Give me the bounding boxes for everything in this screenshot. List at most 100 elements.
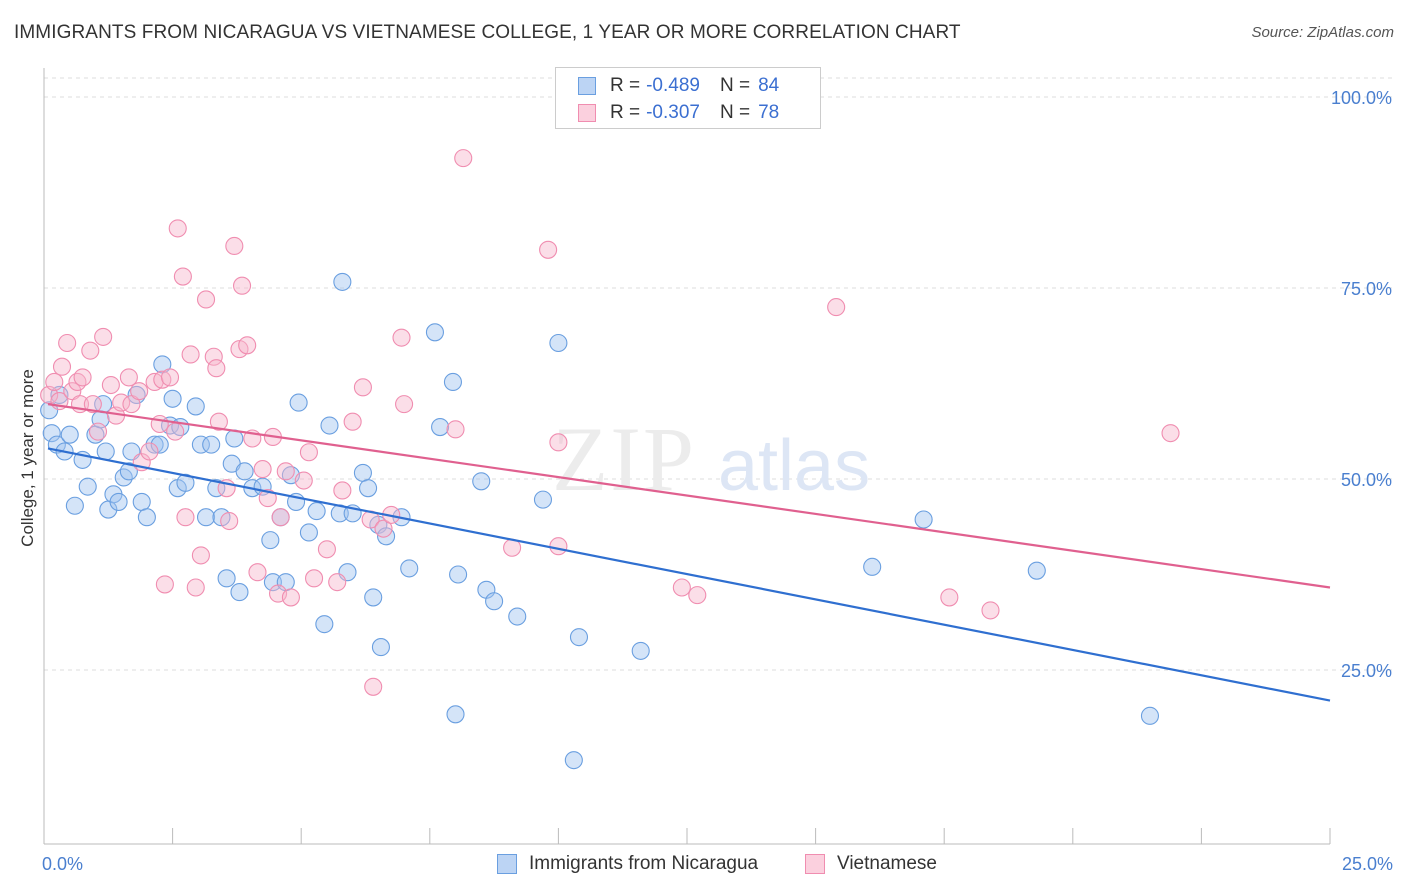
legend-swatch-pink: [578, 104, 596, 122]
axes: [43, 68, 1331, 845]
vietnamese-point: [343, 412, 362, 431]
vietnamese-point: [83, 395, 102, 414]
nicaragua-point: [65, 496, 84, 515]
nicaragua-point: [119, 462, 138, 481]
nicaragua-point: [431, 417, 450, 437]
vietnamese-point: [549, 537, 568, 556]
nicaragua-point: [320, 416, 339, 435]
nicaragua-point: [109, 492, 128, 511]
nicaragua-point: [217, 569, 236, 588]
vietnamese-point: [688, 586, 707, 605]
bottom-legend-swatch-blue: [497, 854, 517, 874]
vietnamese-point: [258, 489, 277, 508]
vietnamese-point: [52, 357, 72, 376]
vietnamese-point: [130, 382, 149, 401]
nicaragua-point: [485, 592, 504, 611]
y-axis-label: College, 1 year or more: [18, 369, 37, 547]
vietnamese-point: [204, 347, 223, 366]
legend-n-value: 84: [758, 75, 780, 96]
nicaragua-point: [333, 272, 352, 291]
vietnamese-point: [101, 375, 120, 395]
y-tick-labels: 25.0% 50.0% 75.0% 100.0%: [1331, 88, 1392, 681]
nicaragua-point: [307, 502, 326, 521]
vietnamese-point: [271, 508, 290, 527]
vietnamese-point: [294, 471, 313, 490]
vietnamese-point: [88, 422, 108, 441]
bottom-legend-swatch-pink: [805, 854, 825, 874]
vietnamese-point: [119, 368, 138, 387]
vietnamese-point: [207, 359, 226, 378]
vietnamese-point: [827, 298, 846, 317]
vietnamese-point: [305, 569, 324, 588]
bottom-legend-vietnamese: Vietnamese: [805, 851, 937, 877]
nicaragua-point: [1140, 706, 1160, 725]
vietnamese-point: [160, 368, 180, 387]
trend-lines: [47, 403, 1331, 702]
nicaragua-point: [315, 615, 334, 634]
nicaragua-point: [191, 435, 210, 454]
nicaragua-point: [230, 583, 249, 602]
nicaragua-point: [263, 573, 282, 592]
vietnamese-point: [981, 601, 1000, 620]
vietnamese-point: [176, 508, 195, 527]
legend-n-label: N =: [719, 75, 751, 96]
vietnamese-point: [281, 588, 300, 607]
vietnamese-point: [150, 414, 169, 434]
nicaragua-point: [914, 510, 933, 529]
vietnamese-point: [940, 588, 959, 607]
vietnamese-point: [140, 442, 159, 461]
vietnamese-point: [58, 333, 77, 353]
vietnamese-trend-line: [47, 403, 1331, 589]
vietnamese-point: [446, 420, 465, 439]
nicaragua-point: [449, 565, 468, 584]
nicaragua-point: [150, 435, 169, 454]
nicaragua-point: [202, 435, 221, 454]
nicaragua-point: [353, 463, 372, 482]
vietnamese-point: [238, 336, 257, 355]
y-tick-label: 25.0%: [1341, 661, 1392, 681]
nicaragua-point: [235, 462, 254, 481]
x-tick-label: 25.0%: [1342, 854, 1393, 874]
nicaragua-point: [42, 424, 61, 443]
vietnamese-point: [181, 345, 200, 364]
nicaragua-point: [371, 638, 390, 657]
legend-r-value: -0.489: [646, 75, 700, 96]
vietnamese-point: [1161, 424, 1180, 443]
nicaragua-point: [564, 751, 583, 770]
vietnamese-point: [191, 546, 210, 565]
legend-n-label: N =: [719, 102, 751, 123]
y-tick-label: 75.0%: [1341, 279, 1392, 299]
legend-row-vietnamese: R = -0.307 N = 78: [578, 99, 779, 127]
nicaragua-point: [446, 705, 465, 724]
vietnamese-point: [328, 573, 347, 592]
vietnamese-point: [173, 267, 192, 286]
nicaragua-point: [443, 372, 462, 392]
vietnamese-point: [209, 412, 228, 431]
vietnamese-point: [155, 575, 174, 594]
legend-row-nicaragua: R = -0.489 N = 84: [578, 72, 779, 100]
nicaragua-point: [176, 473, 195, 492]
nicaragua-point: [186, 397, 205, 416]
vietnamese-point: [81, 341, 100, 360]
nicaragua-point: [425, 323, 444, 342]
x-tick-labels: 0.0% 25.0%: [42, 854, 1393, 874]
bottom-legend-label-nicaragua: Immigrants from Nicaragua: [529, 853, 759, 874]
legend-n-value: 78: [758, 102, 780, 123]
chart-title: IMMIGRANTS FROM NICARAGUA VS VIETNAMESE …: [14, 22, 961, 43]
watermark-atlas: atlas: [718, 426, 870, 506]
x-tick-label: 0.0%: [42, 854, 83, 874]
vietnamese-point: [196, 290, 216, 309]
vietnamese-point: [353, 378, 372, 397]
vietnamese-point: [672, 578, 691, 597]
vietnamese-point: [539, 240, 558, 259]
vietnamese-point: [166, 422, 185, 441]
vietnamese-point: [94, 327, 113, 346]
nicaragua-trend-line: [47, 447, 1331, 702]
vietnamese-point: [73, 368, 92, 387]
nicaragua-point: [261, 531, 280, 550]
vietnamese-point: [186, 578, 205, 597]
vietnamese-point: [168, 219, 187, 238]
vietnamese-point: [220, 511, 239, 531]
vietnamese-point: [232, 276, 252, 295]
